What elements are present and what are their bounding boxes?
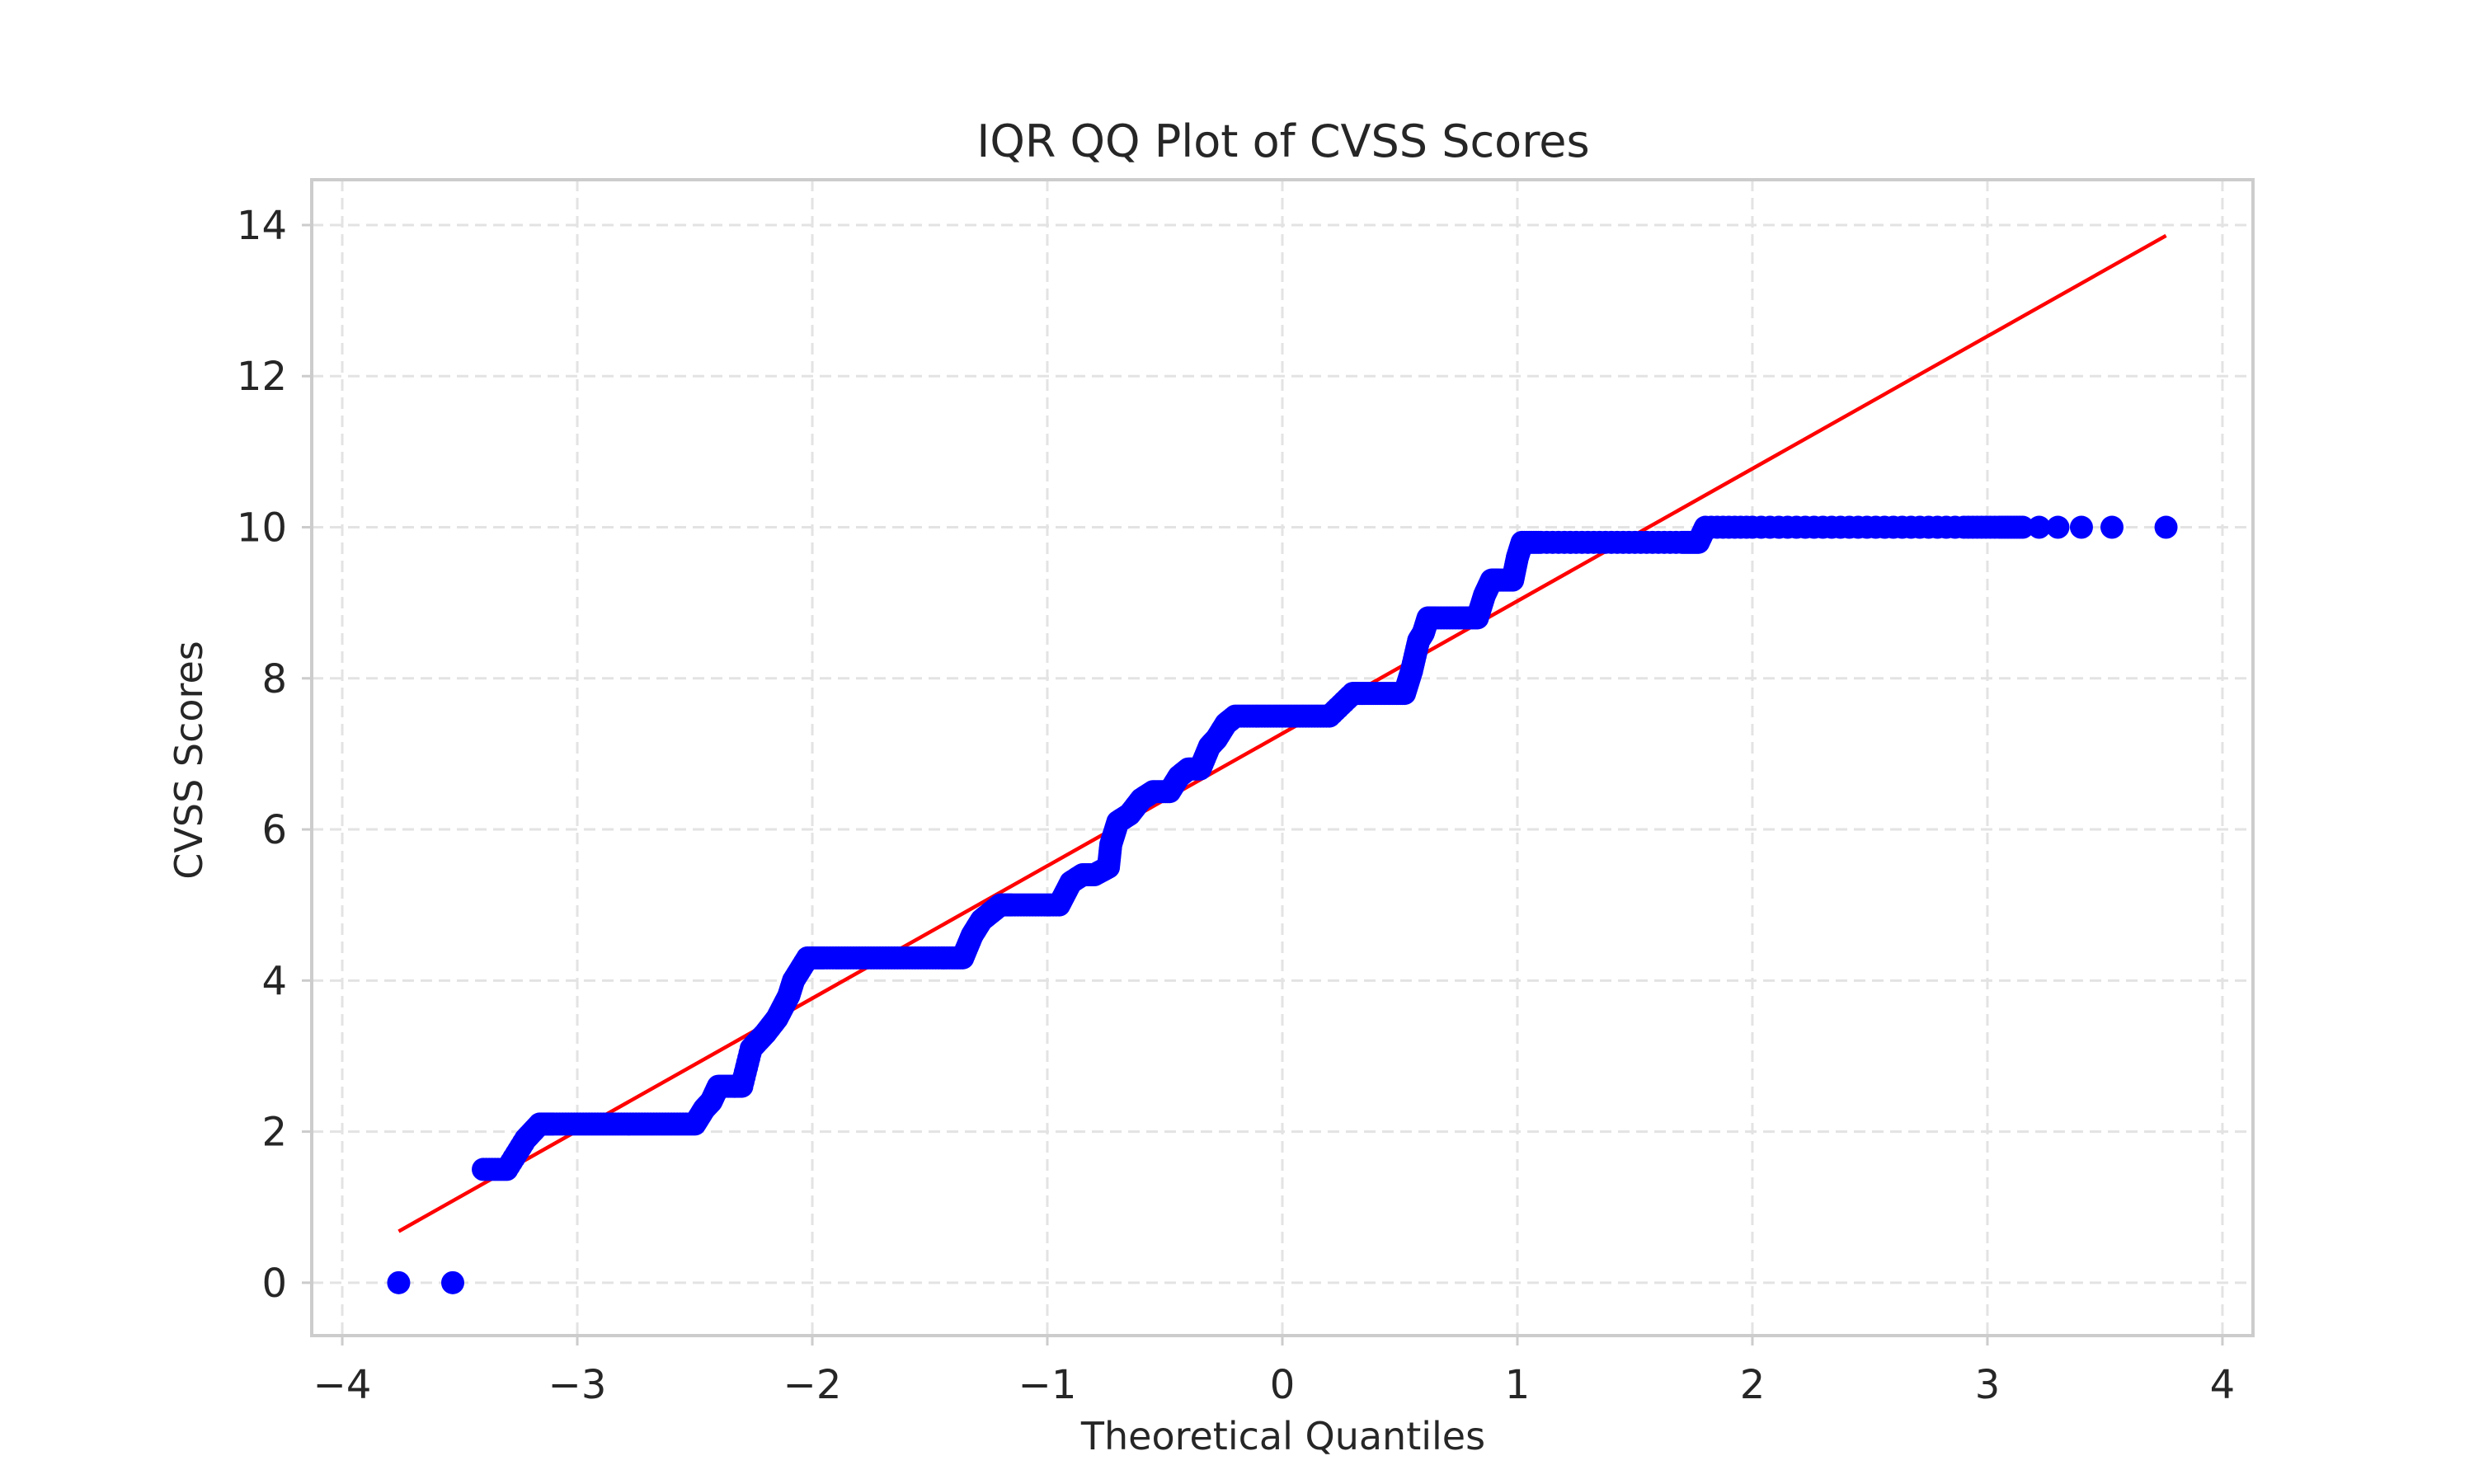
y-tick-label: 14 [237, 203, 287, 249]
y-tick-label: 10 [237, 505, 287, 552]
y-tick-label: 0 [261, 1261, 287, 1307]
y-axis-ticks: 0 2 4 6 8 10 12 14 [237, 203, 312, 1307]
x-tick-label: 1 [1505, 1362, 1531, 1408]
x-tick-label: −4 [313, 1362, 372, 1408]
x-tick-label: −3 [548, 1362, 607, 1408]
data-point [2011, 515, 2034, 539]
data-point [2046, 515, 2070, 539]
x-tick-label: 4 [2210, 1362, 2236, 1408]
x-axis-label: Theoretical Quantiles [1080, 1414, 1485, 1458]
data-point [2069, 515, 2093, 539]
fit-line [397, 233, 2167, 1233]
y-tick-label: 2 [261, 1110, 287, 1156]
x-tick-label: −2 [783, 1362, 842, 1408]
y-tick-label: 8 [261, 656, 287, 702]
x-tick-label: −1 [1018, 1362, 1077, 1408]
data-point [2100, 515, 2124, 539]
y-tick-label: 4 [261, 958, 287, 1004]
y-tick-label: 6 [261, 807, 287, 853]
x-tick-label: 0 [1270, 1362, 1296, 1408]
points-layer [387, 515, 2178, 1294]
y-axis-label: CVSS Scores [167, 641, 211, 879]
data-point [2154, 515, 2178, 539]
chart-title: IQR QQ Plot of CVSS Scores [976, 115, 1589, 167]
x-tick-label: 2 [1740, 1362, 1766, 1408]
data-point [2027, 515, 2051, 539]
data-point [387, 1270, 411, 1294]
data-point [440, 1270, 464, 1294]
x-axis-ticks: −4 −3 −2 −1 0 1 2 3 4 [313, 1336, 2236, 1408]
x-tick-label: 3 [1975, 1362, 2001, 1408]
fit-line-layer [397, 233, 2167, 1233]
y-tick-label: 12 [237, 354, 287, 400]
